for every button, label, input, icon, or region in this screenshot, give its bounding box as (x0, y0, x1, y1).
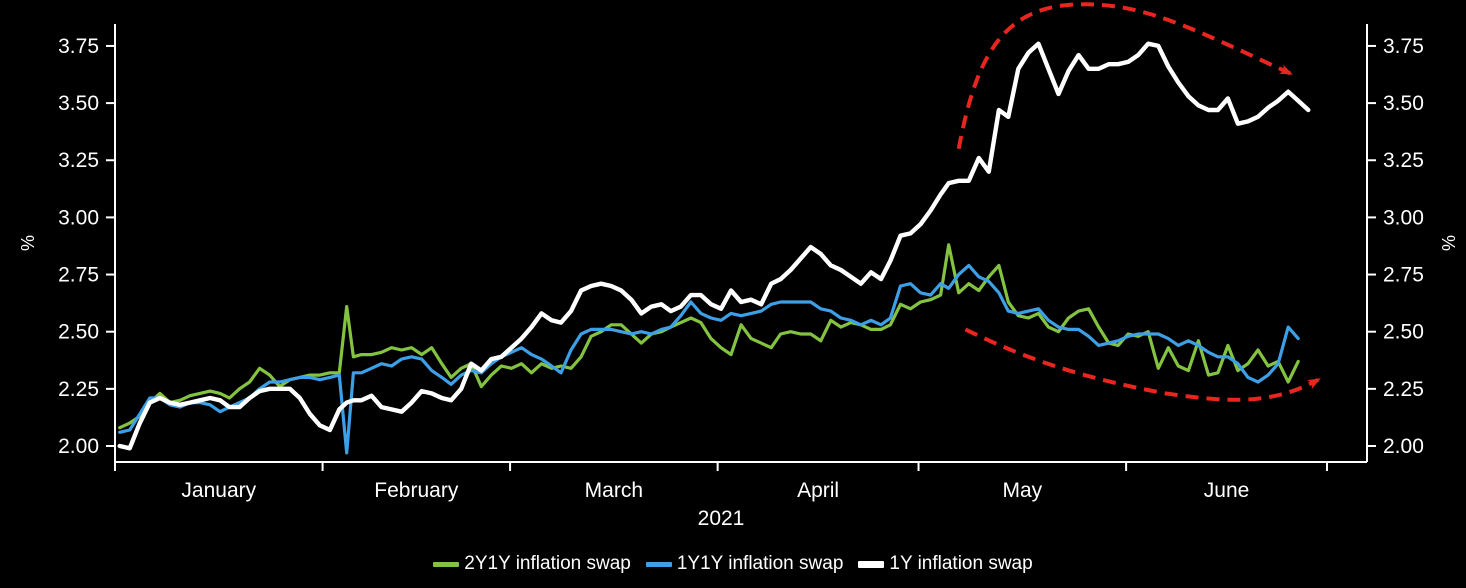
legend-marker-2y1y-icon (433, 561, 460, 567)
arrow-up-then-over (956, 2, 1293, 150)
y-tick-label-left: 2.50 (58, 321, 99, 344)
y-tick-label-right: 3.75 (1383, 35, 1424, 58)
y-tick-label-left: 2.75 (58, 264, 99, 287)
y-tick-label-left: 3.00 (58, 206, 99, 229)
legend-label: 1Y inflation swap (889, 553, 1033, 574)
month-label: April (797, 479, 839, 502)
series-line-1y1y (118, 263, 1300, 455)
month-label: January (181, 479, 256, 502)
y-tick-label-right: 3.50 (1383, 92, 1424, 115)
series-line-2y1y (118, 243, 1300, 430)
year-label: 2021 (698, 507, 745, 530)
y-tick-label-left: 3.50 (58, 92, 99, 115)
y-tick-label-right: 2.00 (1383, 435, 1424, 458)
y-tick-label-left: 3.25 (58, 149, 99, 172)
legend-marker-1y-icon (858, 560, 885, 568)
y-tick-label-left: 2.00 (58, 435, 99, 458)
legend-item-2y1y: 2Y1Y inflation swap (433, 551, 631, 577)
y-tick-label-right: 2.75 (1383, 264, 1424, 287)
y-tick-label-right: 2.25 (1383, 378, 1424, 401)
legend: 2Y1Y inflation swap 1Y1Y inflation swap 1Y… (0, 551, 1466, 577)
y-tick-label-left: 2.25 (58, 378, 99, 401)
month-label: May (1002, 479, 1042, 502)
y-axis-title-right: % (1438, 235, 1458, 251)
legend-item-1y: 1Y inflation swap (858, 551, 1033, 577)
series-line-1y (117, 41, 1311, 451)
month-label: March (585, 479, 643, 502)
legend-item-1y1y: 1Y1Y inflation swap (645, 551, 844, 577)
legend-label: 1Y1Y inflation swap (676, 553, 844, 574)
month-label: June (1204, 479, 1250, 502)
legend-marker-1y1y-icon (645, 561, 672, 567)
legend-label: 2Y1Y inflation swap (464, 553, 631, 574)
month-label: February (374, 479, 459, 502)
y-tick-label-right: 3.00 (1383, 206, 1424, 229)
y-tick-label-right: 3.25 (1383, 149, 1424, 172)
y-tick-label-left: 3.75 (58, 35, 99, 58)
arrow-drift-lower (964, 327, 1321, 402)
y-axis-title-left: % (18, 235, 38, 251)
y-tick-label-right: 2.50 (1383, 321, 1424, 344)
